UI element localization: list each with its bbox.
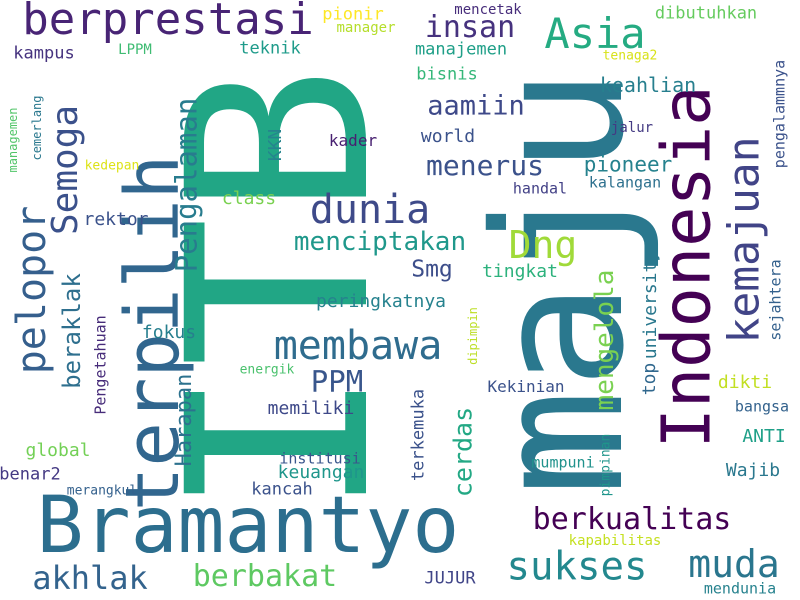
word-peringkatnya: peringkatnya xyxy=(315,291,447,312)
word-dikti: dikti xyxy=(717,372,773,393)
word-teknik: teknik xyxy=(239,38,301,59)
word-institusi: institusi xyxy=(279,449,361,468)
word-mendunia: mendunia xyxy=(703,579,777,598)
word-smg: Smg xyxy=(411,256,453,283)
word-university: university xyxy=(640,250,661,360)
word-pioneer: pioneer xyxy=(583,152,673,177)
word-handal: handal xyxy=(512,179,568,198)
word-pengalammnya: pengalammnya xyxy=(770,59,789,169)
word-anti: ANTI xyxy=(742,426,786,447)
word-tenaga2: tenaga2 xyxy=(602,48,658,64)
word-berprestasi: berprestasi xyxy=(22,0,314,45)
word-wajib: Wajib xyxy=(725,460,781,481)
word-jalur: jalur xyxy=(610,120,654,136)
word-world: world xyxy=(420,126,476,147)
word-bisnis: bisnis xyxy=(416,64,478,85)
word-keahlian: keahlian xyxy=(599,73,697,97)
word-kader: kader xyxy=(328,131,378,150)
word-kampus: kampus xyxy=(13,43,75,64)
word-kekinian: Kekinian xyxy=(487,377,565,396)
word-berbakat: berbakat xyxy=(192,559,338,594)
word-cemerlang: cemerlang xyxy=(30,95,44,161)
word-kancah: kancah xyxy=(251,479,313,500)
word-terkemuka: terkemuka xyxy=(408,388,429,482)
word-fokus: fokus xyxy=(141,322,197,343)
word-kedepan: kedepan xyxy=(84,158,140,174)
word-aamiin: aamiin xyxy=(427,90,525,122)
word-pengalaman: Pengalaman xyxy=(169,97,204,273)
word-harapan: Harapan xyxy=(172,373,197,467)
word-cerdas: cerdas xyxy=(448,406,478,498)
word-memiliki: memiliki xyxy=(267,398,355,419)
word-managemen: managemen xyxy=(6,107,20,173)
word-mengelola: mengelola xyxy=(590,269,620,411)
word-membawa: membawa xyxy=(273,323,443,369)
word-kapabilitas: kapabilitas xyxy=(568,533,662,549)
word-class: class xyxy=(221,188,277,209)
word-asia: Asia xyxy=(544,9,646,58)
word-sejahtera: sejahtera xyxy=(766,259,785,341)
word-global: global xyxy=(25,440,91,461)
word-insan: insan xyxy=(424,10,516,45)
word-bramantyo: Bramantyo xyxy=(36,481,460,571)
word-kkn: KKN xyxy=(265,128,286,162)
word-benar2: benar2 xyxy=(0,464,61,485)
word-bangsa: bangsa xyxy=(734,397,790,416)
word-pelopor: pelopor xyxy=(9,205,55,375)
word-indonesia: Indonesia xyxy=(647,85,726,449)
word-pimpinan: pimpinan xyxy=(598,433,614,497)
word-kemajuan: kemajuan xyxy=(719,136,770,344)
word-menerus: menerus xyxy=(425,149,545,182)
word-menciptakan: menciptakan xyxy=(293,227,467,257)
word-sukses: sukses xyxy=(506,544,648,590)
word-dibutuhkan: dibutuhkan xyxy=(654,3,758,24)
word-keuangan: keuangan xyxy=(277,462,365,483)
word-rektor: rektor xyxy=(83,209,149,230)
word-manager: manager xyxy=(336,20,396,36)
word-muda: muda xyxy=(688,542,780,586)
word-akhlak: akhlak xyxy=(32,559,148,597)
word-ppm: PPM xyxy=(310,364,364,399)
word-dipimpin: dipimpin xyxy=(466,307,480,365)
word-energik: energik xyxy=(239,362,295,378)
word-dunia: dunia xyxy=(309,187,431,233)
word-berkualitas: berkualitas xyxy=(532,502,732,537)
word-merangkul: merangkul xyxy=(66,483,138,499)
word-mencetak: mencetak xyxy=(454,2,522,18)
word-mumpuni: mumpuni xyxy=(531,453,595,472)
word-pionir: pionir xyxy=(322,4,384,25)
word-tingkat: tingkat xyxy=(482,261,558,282)
word-top: top xyxy=(639,362,660,396)
word-jujur: JUJUR xyxy=(424,568,476,589)
word-pengetahuan: Pengetahuan xyxy=(91,315,110,415)
word-lppm: LPPM xyxy=(118,42,152,58)
word-manajemen: manajemen xyxy=(414,39,508,60)
word-kalangan: kalangan xyxy=(588,173,662,192)
word-beraklak: beraklak xyxy=(58,273,86,389)
word-dng: Dng xyxy=(508,223,578,267)
